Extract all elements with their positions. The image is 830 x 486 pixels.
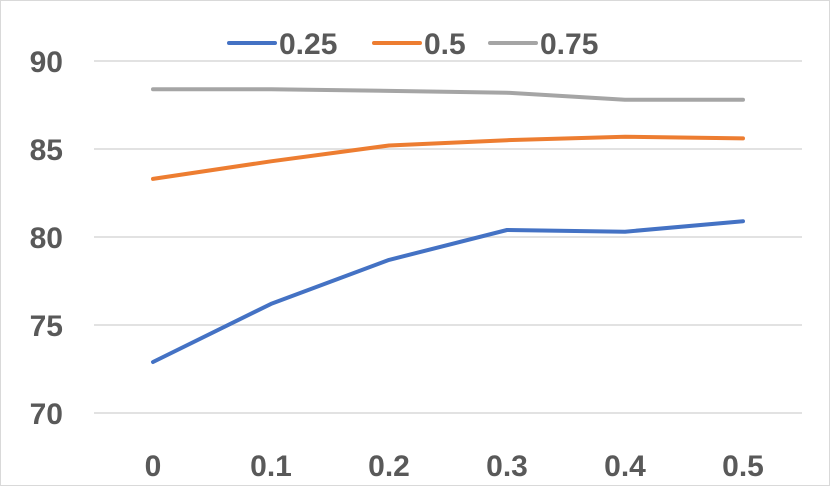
grid-layer <box>94 60 802 414</box>
x-tick-label: 0.4 <box>604 450 646 483</box>
y-axis-tick-labels: 70 75 80 85 90 <box>30 46 63 431</box>
legend: 0.25 0.5 0.75 <box>227 28 598 61</box>
x-tick-label: 0.5 <box>722 450 764 483</box>
x-tick-label: 0.3 <box>486 450 528 483</box>
legend-label: 0.25 <box>279 28 337 61</box>
y-tick-label: 70 <box>30 398 63 431</box>
series-layer <box>151 87 745 364</box>
y-tick-label: 90 <box>30 46 63 79</box>
legend-label: 0.75 <box>540 28 598 61</box>
y-tick-label: 80 <box>30 222 63 255</box>
legend-label: 0.5 <box>424 28 466 61</box>
x-tick-label: 0 <box>145 450 162 483</box>
x-tick-label: 0.1 <box>250 450 292 483</box>
x-tick-label: 0.2 <box>368 450 410 483</box>
y-tick-label: 75 <box>30 310 63 343</box>
x-axis-tick-labels: 0 0.1 0.2 0.3 0.4 0.5 <box>145 450 764 483</box>
series-line-0-5 <box>151 134 745 181</box>
y-tick-label: 85 <box>30 134 63 167</box>
series-line-0-75 <box>151 87 745 102</box>
series-line-0-25 <box>151 219 745 364</box>
